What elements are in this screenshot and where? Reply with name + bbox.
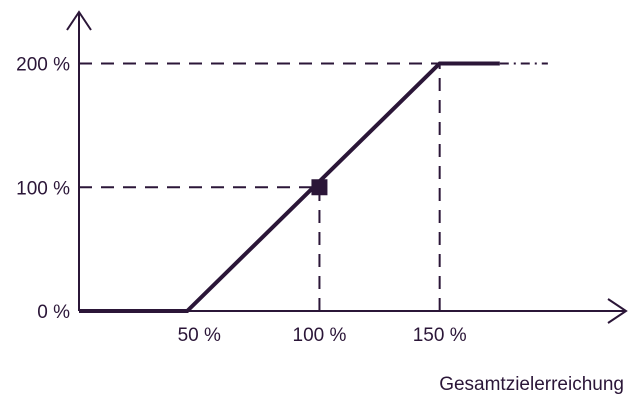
x-axis-title: Gesamtzielerreichung (439, 374, 624, 395)
data-marker (311, 179, 328, 196)
x-tick-label: 50 % (178, 325, 221, 346)
x-tick-label: 100 % (293, 325, 347, 346)
y-tick-label: 200 % (16, 55, 70, 76)
axes (66, 10, 628, 324)
y-axis-arrowhead (66, 10, 92, 31)
x-axis-arrowhead (607, 298, 628, 324)
y-tick-label: 100 % (16, 178, 70, 199)
series (79, 61, 500, 313)
reference-lines (79, 62, 548, 311)
y-tick-label: 0 % (37, 302, 70, 323)
labels: 50 % 100 % 150 % 0 % 100 % 200 % Gesamtzielerr… (16, 55, 624, 396)
x-tick-label: 150 % (413, 325, 467, 346)
